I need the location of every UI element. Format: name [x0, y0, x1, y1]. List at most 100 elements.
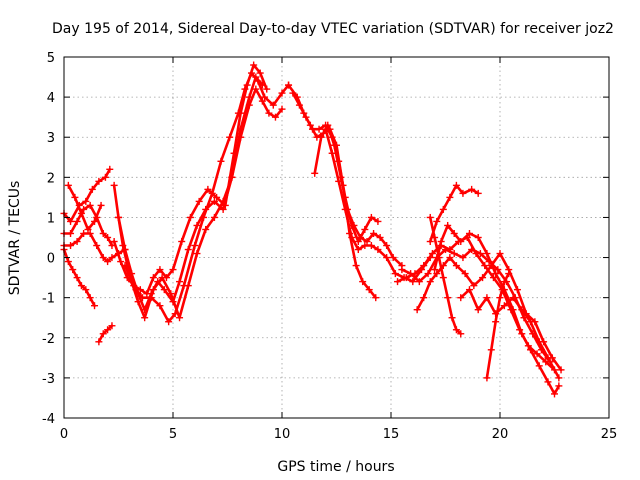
data-point: [178, 238, 186, 246]
data-point: [483, 250, 491, 258]
data-point: [302, 113, 310, 121]
data-point: [311, 169, 319, 177]
data-point: [101, 173, 109, 181]
data-point: [73, 274, 81, 282]
series-track-3: [60, 201, 116, 250]
data-point: [557, 366, 565, 374]
data-point: [202, 225, 210, 233]
data-point: [391, 270, 399, 278]
data-point: [500, 278, 508, 286]
data-point: [93, 213, 101, 221]
y-tick-label: 1: [47, 211, 55, 226]
x-tick-label: 25: [601, 427, 618, 442]
series-track-20: [431, 221, 563, 398]
data-point: [513, 286, 521, 294]
data-point: [278, 89, 286, 97]
data-point: [492, 270, 500, 278]
data-point: [452, 326, 460, 334]
data-point: [509, 306, 517, 314]
series-track-17: [426, 181, 482, 246]
data-point: [370, 229, 378, 237]
data-tracks: [60, 61, 565, 398]
data-point: [71, 193, 79, 201]
data-point: [226, 133, 234, 141]
data-point: [450, 229, 458, 237]
data-point: [496, 294, 504, 302]
data-point: [88, 185, 96, 193]
data-point: [69, 266, 77, 274]
data-point: [359, 278, 367, 286]
data-point: [465, 286, 473, 294]
data-point: [99, 229, 107, 237]
data-point: [269, 101, 277, 109]
data-point: [204, 185, 212, 193]
data-point: [394, 278, 402, 286]
data-point: [374, 246, 382, 254]
y-tick-label: 2: [47, 171, 55, 186]
data-point: [328, 149, 336, 157]
series-line: [67, 184, 103, 231]
data-point: [500, 302, 508, 310]
y-axis-label: SDTVAR / TECUs: [7, 181, 23, 296]
data-point: [91, 302, 99, 310]
data-point: [496, 250, 504, 258]
y-tick-label: 0: [47, 252, 55, 267]
data-point: [383, 242, 391, 250]
data-point: [551, 390, 558, 398]
data-point: [263, 85, 271, 93]
data-point: [452, 262, 460, 270]
data-point: [479, 274, 487, 282]
y-tick-label: -2: [42, 332, 55, 347]
data-point: [121, 262, 129, 270]
data-point: [202, 205, 210, 213]
data-point: [437, 238, 445, 246]
series-track-9: [110, 61, 271, 298]
data-point: [389, 254, 397, 262]
data-point: [67, 229, 75, 237]
data-point: [169, 266, 177, 274]
data-point: [348, 234, 356, 241]
data-point: [527, 346, 535, 354]
data-point: [433, 217, 441, 225]
data-point: [285, 81, 293, 89]
y-tick-label: -4: [42, 412, 55, 427]
series-line: [287, 83, 378, 300]
data-point: [250, 61, 258, 69]
x-tick-label: 5: [169, 427, 177, 442]
data-point: [374, 217, 382, 225]
data-point: [86, 229, 94, 237]
data-point: [335, 177, 343, 185]
data-point: [426, 278, 434, 286]
x-tick-label: 10: [274, 427, 291, 442]
data-point: [444, 294, 452, 302]
y-tick-label: -3: [42, 372, 55, 387]
y-tick-label: 5: [47, 51, 55, 66]
data-point: [428, 250, 436, 258]
x-axis-label: GPS time / hours: [277, 459, 394, 475]
data-point: [535, 338, 543, 346]
data-point: [104, 258, 112, 266]
data-point: [518, 306, 526, 314]
data-point: [176, 314, 184, 322]
data-point: [191, 242, 199, 250]
data-point: [95, 338, 103, 346]
data-point: [73, 238, 81, 246]
data-point: [134, 298, 142, 306]
data-point: [481, 262, 489, 270]
data-point: [86, 201, 94, 209]
data-point: [459, 254, 467, 262]
data-point: [245, 101, 253, 109]
data-point: [431, 234, 439, 241]
data-point: [108, 254, 116, 262]
data-point: [213, 193, 221, 201]
data-point: [258, 97, 266, 105]
data-point: [426, 238, 434, 246]
data-point: [261, 93, 269, 101]
data-point: [372, 294, 380, 302]
data-point: [193, 250, 201, 258]
series-line: [428, 216, 463, 336]
data-point: [492, 310, 500, 318]
data-point: [433, 270, 441, 278]
data-point: [474, 189, 482, 197]
series-track-5: [60, 246, 99, 310]
